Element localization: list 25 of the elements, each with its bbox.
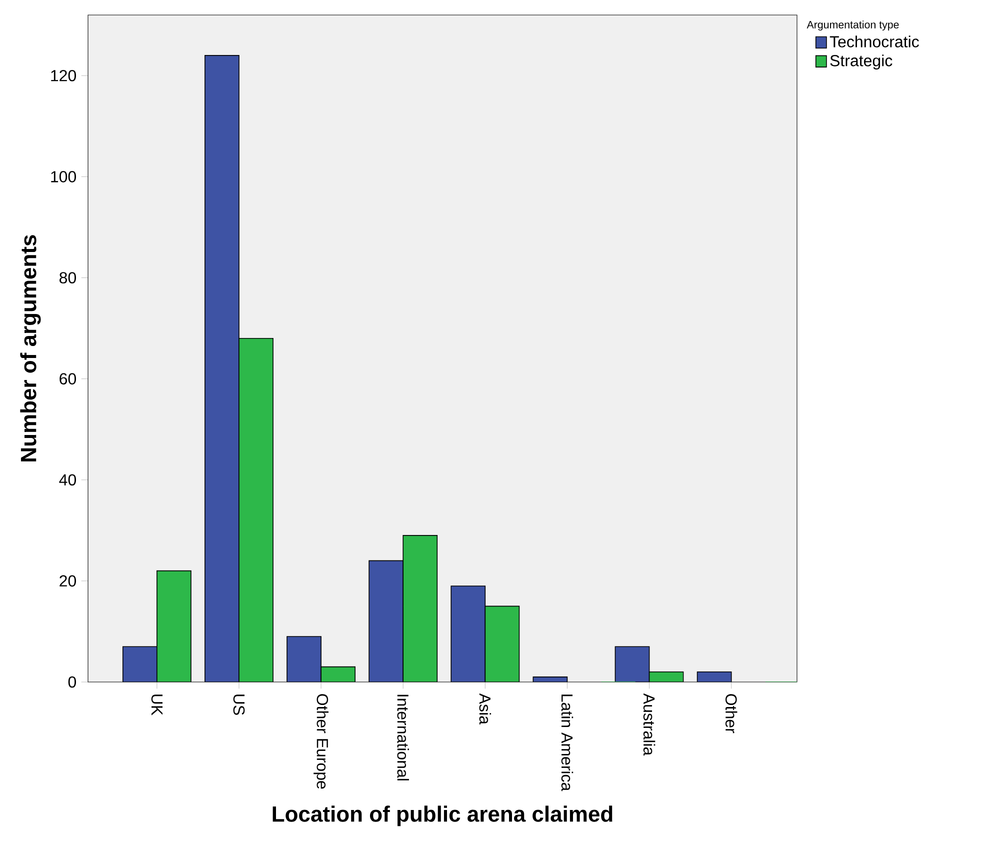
- x-axis-title: Location of public arena claimed: [272, 806, 612, 826]
- x-tick-label: Other: [725, 694, 738, 734]
- legend-label: Strategic: [830, 54, 892, 70]
- bar: [156, 570, 192, 682]
- bar: [320, 666, 356, 682]
- x-tick-label: Other Europe: [314, 694, 328, 789]
- legend-label: Technocratic: [830, 36, 919, 48]
- x-tick-label: Asia: [479, 693, 492, 724]
- y-axis-title: Number of arguments: [20, 235, 41, 462]
- bar: [238, 338, 274, 682]
- x-tick-label: UK: [151, 694, 163, 716]
- y-tick-label: 60: [60, 373, 76, 384]
- bar: [484, 606, 520, 682]
- x-tick-label: Australia: [643, 693, 656, 756]
- bar: [402, 535, 438, 682]
- y-tick-label: 40: [59, 474, 76, 486]
- y-tick-label: 100: [51, 171, 76, 182]
- y-tick-label: 20: [60, 575, 76, 587]
- legend-title: Argumentation type: [806, 20, 899, 31]
- y-tick-label: 80: [60, 272, 76, 284]
- x-tick-label: Latin America: [561, 694, 574, 792]
- x-tick-label: US: [233, 694, 245, 715]
- x-tick-label: International: [397, 694, 409, 780]
- y-tick-label: 0: [68, 676, 76, 688]
- y-tick-label: 120: [51, 70, 76, 82]
